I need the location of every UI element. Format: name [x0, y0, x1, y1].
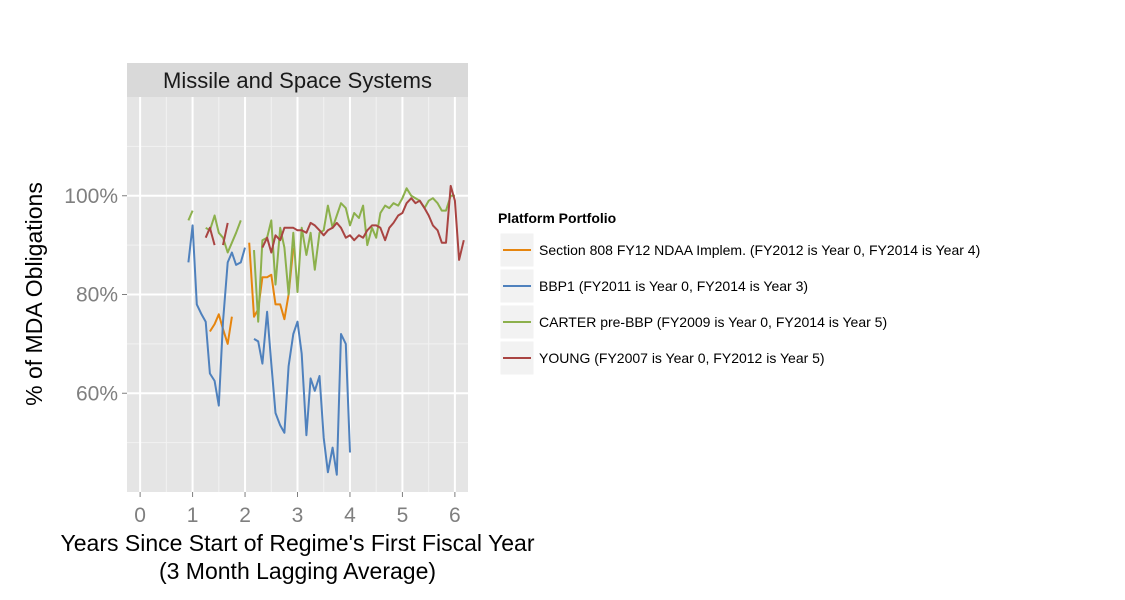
legend-item: CARTER pre-BBP (FY2009 is Year 0, FY2014…	[499, 304, 887, 340]
legend-label: YOUNG (FY2007 is Year 0, FY2012 is Year …	[539, 350, 825, 366]
major-gridlines	[127, 97, 468, 492]
facet-strip	[127, 63, 468, 97]
legend: Platform Portfolio Section 808 FY12 NDAA…	[498, 210, 980, 376]
y-axis-title: % of MDA Obligations	[21, 182, 47, 406]
series-line-2-1	[205, 214, 242, 254]
series-layer	[187, 184, 465, 476]
y-tick-label: 100%	[64, 185, 118, 208]
series-line-1-0	[187, 224, 246, 407]
series-3	[204, 184, 465, 261]
legend-item: BBP1 (FY2011 is Year 0, FY2014 is Year 3…	[499, 268, 808, 304]
x-tick-label: 4	[344, 504, 356, 527]
x-axis-title-line2: (3 Month Lagging Average)	[159, 558, 436, 584]
x-tick-label: 2	[239, 504, 251, 527]
legend-title: Platform Portfolio	[498, 210, 616, 226]
legend-item: YOUNG (FY2007 is Year 0, FY2012 is Year …	[499, 340, 825, 376]
series-1	[187, 224, 351, 476]
series-line-3-1	[222, 222, 229, 246]
x-tick-label: 5	[397, 504, 409, 527]
legend-label: Section 808 FY12 NDAA Implem. (FY2012 is…	[539, 242, 980, 258]
legend-items: Section 808 FY12 NDAA Implem. (FY2012 is…	[499, 232, 980, 376]
legend-label: CARTER pre-BBP (FY2009 is Year 0, FY2014…	[539, 314, 887, 330]
legend-label: BBP1 (FY2011 is Year 0, FY2014 is Year 3…	[539, 278, 808, 294]
y-tick-label: 80%	[76, 284, 118, 307]
panel-title: Missile and Space Systems	[163, 68, 432, 93]
x-axis-ticks: 0 1 2 3 4 5 6	[134, 492, 461, 527]
series-line-0-0	[209, 313, 233, 345]
x-axis-title-line1: Years Since Start of Regime's First Fisc…	[61, 530, 535, 556]
x-tick-label: 3	[292, 504, 304, 527]
legend-item: Section 808 FY12 NDAA Implem. (FY2012 is…	[499, 232, 980, 268]
x-tick-label: 6	[449, 504, 461, 527]
series-line-3-0	[204, 226, 216, 246]
series-line-3-2	[261, 184, 465, 261]
y-tick-label: 60%	[76, 382, 118, 405]
x-tick-label: 1	[187, 504, 199, 527]
series-line-1-1	[253, 310, 351, 476]
x-tick-label: 0	[134, 504, 146, 527]
y-axis-ticks: 60% 80% 100%	[64, 185, 127, 405]
series-line-2-0	[187, 210, 194, 221]
